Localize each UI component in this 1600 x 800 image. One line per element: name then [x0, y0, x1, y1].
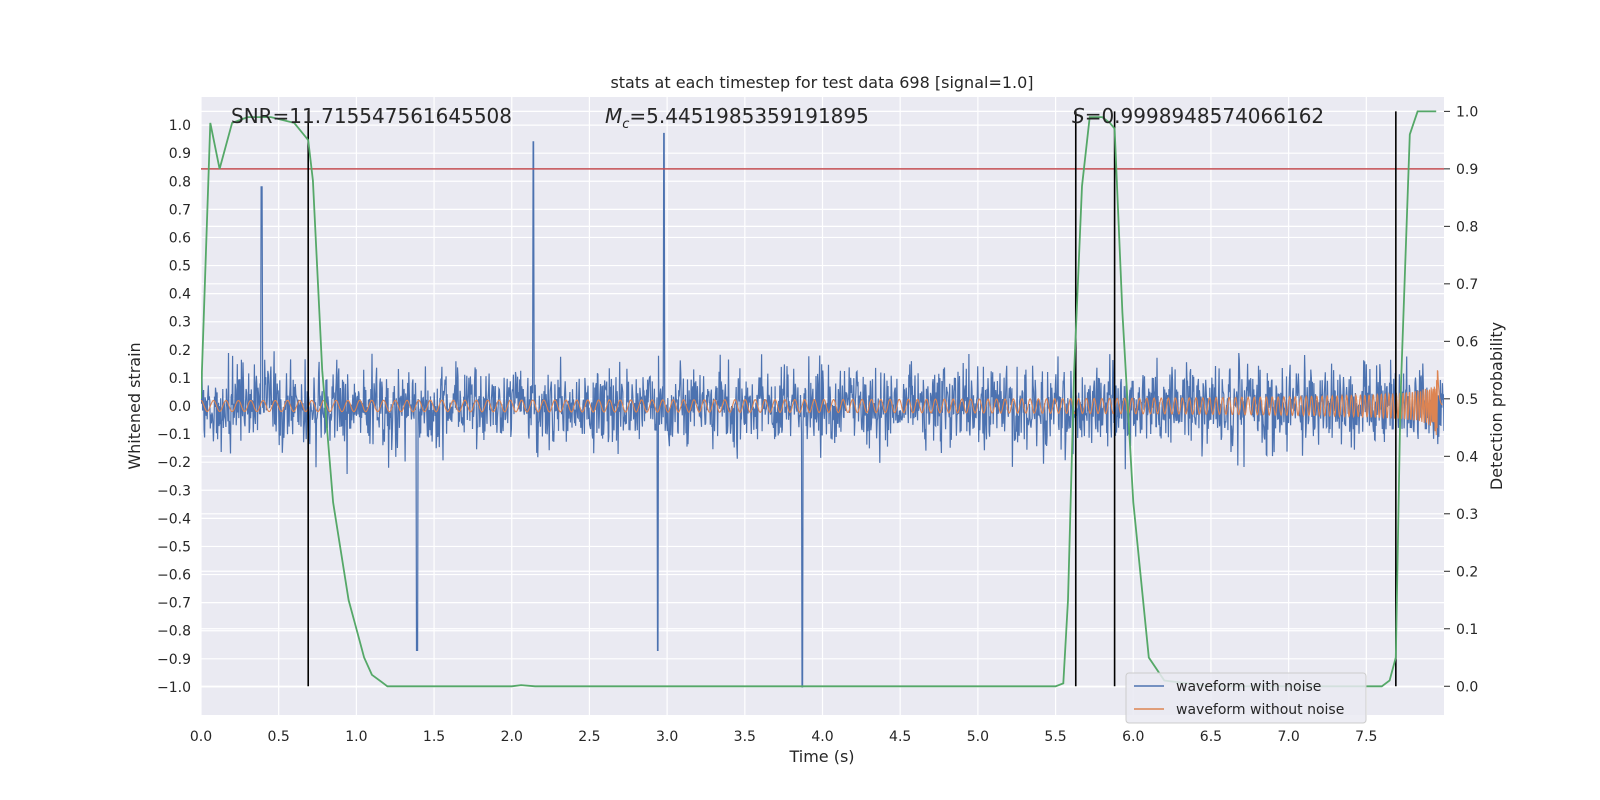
x-tick-label: 0.5 [268, 729, 290, 745]
y-right-axis-label: Detection probability [1487, 322, 1506, 490]
y-tick-label: −0.8 [157, 624, 191, 640]
y-right-tick-label: 0.6 [1456, 334, 1478, 350]
y-tick-label: −0.6 [157, 568, 191, 584]
x-tick-label: 3.0 [656, 729, 678, 745]
y-right-tick-label: 0.4 [1456, 449, 1478, 465]
y-tick-label: 0.3 [169, 315, 191, 331]
y-tick-label: 0.2 [169, 343, 191, 359]
y-tick-label: −0.1 [157, 427, 191, 443]
legend-box [1125, 672, 1367, 724]
y-right-tick-label: 1.0 [1456, 104, 1478, 120]
score-annotation: S=0.9998948574066162 [1072, 104, 1324, 128]
chart-title: stats at each timestep for test data 698… [610, 73, 1033, 92]
y-tick-label: 0.0 [169, 399, 191, 415]
x-tick-label: 1.0 [345, 729, 367, 745]
x-tick-label: 5.0 [967, 729, 989, 745]
x-tick-label: 5.5 [1044, 729, 1066, 745]
score-value: =0.9998948574066162 [1085, 104, 1324, 128]
legend-label-clean: waveform without noise [1176, 702, 1344, 718]
y-tick-label: −0.7 [157, 596, 191, 612]
x-tick-label: 4.0 [811, 729, 833, 745]
x-tick-label: 0.0 [190, 729, 212, 745]
chirp-mass-symbol: M [605, 104, 622, 128]
y-right-tick-label: 0.5 [1456, 392, 1478, 408]
y-tick-label: 0.9 [169, 146, 191, 162]
score-symbol: S [1072, 104, 1085, 128]
chirp-mass-annotation: Mc=5.4451985359191895 [605, 104, 869, 132]
axis-ticks: 0.0 0.5 1.0 1.5 2.0 2.5 3.0 3.5 4.0 4.5 5.0 5.5 6.0 6… [157, 104, 1478, 745]
legend-label-noise: waveform with noise [1176, 679, 1321, 695]
snr-annotation: SNR=11.715547561645508 [231, 104, 512, 128]
legend: waveform with noise waveform without noi… [1125, 672, 1367, 724]
chirp-mass-value: =5.4451985359191895 [629, 104, 868, 128]
x-tick-label: 2.0 [501, 729, 523, 745]
vertical-markers [307, 111, 1397, 687]
y-tick-label: −0.2 [157, 455, 191, 471]
y-tick-label: 0.6 [169, 230, 191, 246]
x-tick-label: 4.5 [889, 729, 911, 745]
x-tick-label: 7.5 [1355, 729, 1377, 745]
x-axis-label: Time (s) [788, 747, 854, 766]
y-right-tick-label: 0.3 [1456, 507, 1478, 523]
y-tick-label: 0.8 [169, 174, 191, 190]
series-waveform-without-noise [201, 370, 1443, 436]
y-right-tick-label: 0.9 [1456, 162, 1478, 178]
x-tick-label: 2.5 [578, 729, 600, 745]
y-tick-label: −1.0 [157, 680, 191, 696]
x-tick-label: 1.5 [423, 729, 445, 745]
y-right-tick-label: 0.2 [1456, 564, 1478, 580]
y-tick-label: 0.5 [169, 259, 191, 275]
x-tick-label: 6.5 [1200, 729, 1222, 745]
y-tick-label: −0.3 [157, 483, 191, 499]
chirp-mass-subscript: c [622, 117, 629, 132]
y-right-tick-label: 0.8 [1456, 219, 1478, 235]
y-tick-label: 1.0 [169, 118, 191, 134]
x-tick-label: 6.0 [1122, 729, 1144, 745]
y-tick-label: −0.4 [157, 511, 191, 527]
x-tick-label: 7.0 [1277, 729, 1299, 745]
y-right-tick-label: 0.1 [1456, 622, 1478, 638]
x-tick-label: 3.5 [734, 729, 756, 745]
y-axis-label: Whitened strain [125, 342, 144, 469]
y-tick-label: 0.7 [169, 202, 191, 218]
y-tick-label: 0.1 [169, 371, 191, 387]
y-right-tick-label: 0.7 [1456, 277, 1478, 293]
y-right-tick-label: 0.0 [1456, 679, 1478, 695]
y-tick-label: 0.4 [169, 287, 191, 303]
y-tick-label: −0.5 [157, 539, 191, 555]
y-tick-label: −0.9 [157, 652, 191, 668]
